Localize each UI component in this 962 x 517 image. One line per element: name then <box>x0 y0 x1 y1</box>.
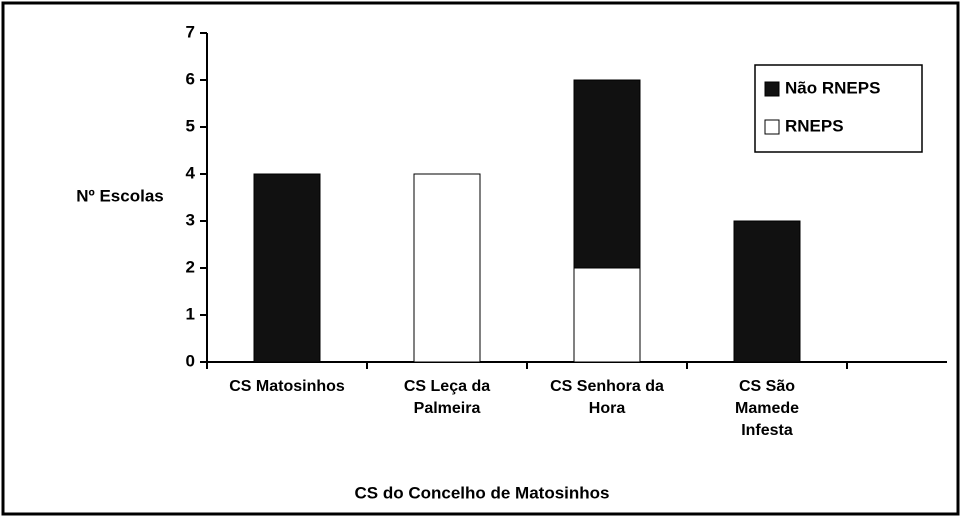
legend-box <box>754 64 923 153</box>
y-tick-label: 0 <box>186 351 195 370</box>
legend-swatch <box>764 119 780 135</box>
legend-label: RNEPS <box>785 116 844 135</box>
legend-label: Não RNEPS <box>785 78 880 97</box>
y-tick-label: 7 <box>186 22 195 41</box>
x-tick-label: CS Leça da Palmeira <box>403 378 491 417</box>
y-tick-label: 2 <box>186 257 195 276</box>
y-tick-label: 3 <box>186 210 195 229</box>
x-tick-label-box: CS Matosinhos <box>229 378 345 395</box>
x-tick-label: CS Senhora da Hora <box>550 378 664 417</box>
bar <box>573 79 641 269</box>
y-tick-label: 4 <box>186 163 196 182</box>
legend-swatch <box>764 81 780 97</box>
x-tick-label-box: CS Leça da Palmeira <box>403 378 491 417</box>
x-tick-label: CS São Mamede Infesta <box>734 378 800 439</box>
x-tick-label-box: CS Senhora da Hora <box>550 378 664 417</box>
bar <box>733 220 801 363</box>
y-axis-label: Nº Escolas <box>76 186 163 205</box>
x-axis-label: CS do Concelho de Matosinhos <box>354 483 609 502</box>
bar <box>253 173 321 363</box>
x-tick-label-box: CS São Mamede Infesta <box>734 378 800 439</box>
y-tick-label: 5 <box>186 116 195 135</box>
y-tick-label: 6 <box>186 69 195 88</box>
bar <box>413 173 481 363</box>
x-tick-label: CS Matosinhos <box>229 378 345 395</box>
bar <box>573 267 641 363</box>
y-tick-label: 1 <box>186 304 195 323</box>
